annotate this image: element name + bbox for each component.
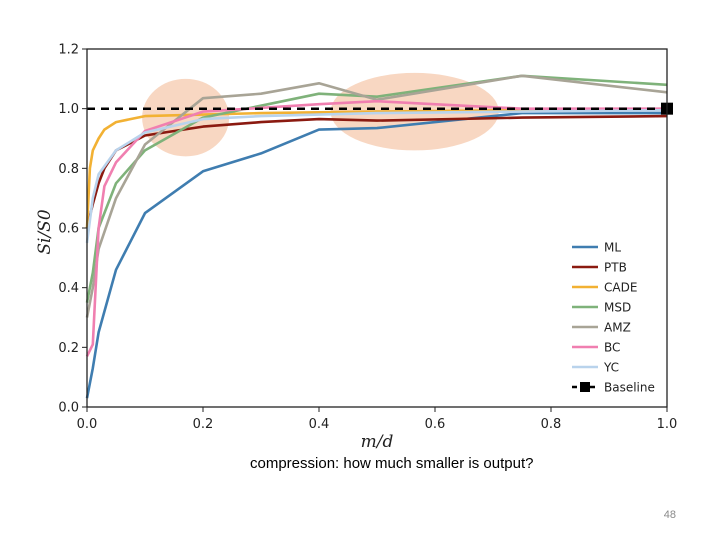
x-tick-label: 0.2 (193, 417, 214, 432)
legend-item-amz: AMZ (572, 321, 631, 335)
legend-item-msd: MSD (572, 301, 631, 315)
series-line-ptb (85, 114, 668, 229)
tick-labels: 0.0 0.2 0.4 0.6 0.8 1.0 0.0 0.2 0.4 0.6 0.8 1.0 1.2 (58, 43, 677, 433)
legend-label: ML (604, 241, 621, 255)
y-tick-label: 1.0 (58, 102, 79, 117)
series-lines (85, 74, 673, 399)
legend-label: PTB (604, 261, 627, 275)
slide-caption: compression: how much smaller is output? (250, 455, 534, 472)
legend-label: Baseline (604, 381, 655, 395)
series-line-bc (85, 99, 667, 357)
legend-item-ml: ML (572, 241, 621, 255)
legend-label: YC (603, 361, 619, 375)
page-number: 48 (663, 509, 676, 521)
line-chart: 0.0 0.2 0.4 0.6 0.8 1.00.00.20.40.60.81.01.2 … (35, 43, 677, 451)
y-tick-label: 1.2 (58, 43, 79, 58)
y-tick-label: 0.8 (58, 162, 79, 177)
x-tick-label: 1.0 (657, 417, 678, 432)
legend-item-baseline: Baseline (572, 381, 655, 395)
legend-marker (580, 382, 590, 392)
legend: ML PTB CADE MSD AMZ BC YC Baseline (572, 241, 655, 395)
x-tick-label: 0.4 (309, 417, 330, 432)
legend-item-cade: CADE (572, 281, 637, 295)
series-line-ml (85, 111, 667, 399)
legend-label: AMZ (604, 321, 631, 335)
y-tick-label: 0.6 (58, 222, 79, 237)
y-axis-label: Si/S0 (35, 209, 55, 254)
legend-label: MSD (604, 301, 631, 315)
x-tick-label: 0.8 (541, 417, 562, 432)
x-tick-label: 0.6 (425, 417, 446, 432)
legend-item-ptb: PTB (572, 261, 627, 275)
series-line-yc (85, 108, 668, 244)
x-axis-label: m/d (361, 432, 394, 450)
y-tick-label: 0.2 (58, 341, 79, 356)
y-tick-label: 0.0 (58, 401, 79, 416)
legend-label: CADE (604, 281, 637, 295)
legend-item-bc: BC (572, 341, 620, 355)
x-tick-label: 0.0 (77, 417, 98, 432)
legend-item-yc: YC (572, 361, 619, 375)
y-tick-label: 0.4 (58, 281, 79, 296)
axes (82, 48, 668, 412)
legend-label: BC (604, 341, 620, 355)
series-line-cade (85, 107, 668, 229)
